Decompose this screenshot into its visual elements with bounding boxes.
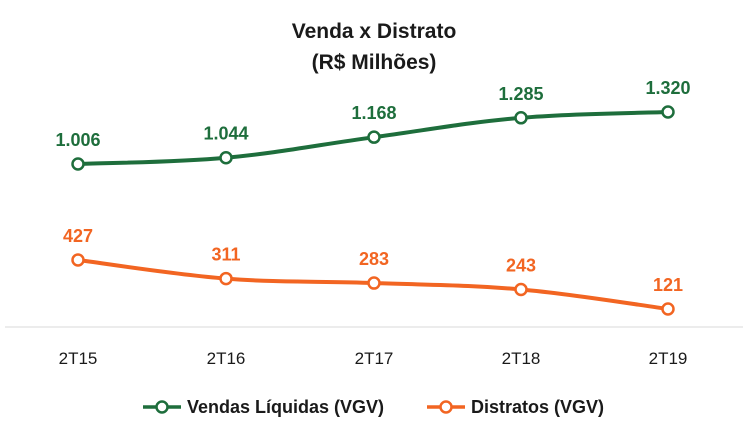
- x-axis-ticks: 2T15 2T16 2T17 2T18 2T19: [59, 349, 688, 368]
- data-point: [219, 271, 233, 286]
- data-point: [661, 105, 675, 119]
- legend-item-2: Distratos (VGV): [427, 397, 604, 417]
- data-point: [514, 111, 528, 125]
- legend-label: Distratos (VGV): [471, 397, 604, 417]
- x-tick-label: 2T16: [207, 349, 246, 368]
- data-point: [219, 150, 233, 165]
- legend: Vendas Líquidas (VGV) Distratos (VGV): [143, 397, 604, 417]
- data-label: 1.320: [645, 78, 690, 98]
- data-label: 427: [63, 226, 93, 246]
- series-2: 427 311 283 243 121: [63, 226, 683, 316]
- legend-marker: [155, 400, 169, 414]
- x-tick-label: 2T19: [649, 349, 688, 368]
- data-point: [71, 157, 85, 171]
- series-layer: 1.006 1.044 1.168 1.285 1.320 427 311 283 243 121: [55, 78, 691, 316]
- chart-title: Venda x Distrato: [292, 20, 457, 43]
- data-label: 121: [653, 275, 683, 295]
- data-label: 1.044: [203, 124, 248, 144]
- x-tick-label: 2T17: [355, 349, 394, 368]
- data-label: 311: [211, 245, 240, 265]
- legend-marker: [439, 400, 453, 414]
- legend-item-1: Vendas Líquidas (VGV): [143, 397, 384, 417]
- series-1: 1.006 1.044 1.168 1.285 1.320: [55, 78, 691, 171]
- x-tick-label: 2T15: [59, 349, 98, 368]
- chart-subtitle: (R$ Milhões): [312, 51, 437, 74]
- data-label: 243: [506, 255, 536, 275]
- data-point: [661, 302, 675, 316]
- data-point: [367, 276, 381, 290]
- data-point: [514, 282, 528, 297]
- data-point: [71, 253, 85, 267]
- data-label: 1.168: [351, 103, 396, 123]
- data-point: [367, 130, 381, 144]
- data-label: 1.006: [55, 130, 100, 150]
- legend-label: Vendas Líquidas (VGV): [187, 397, 384, 417]
- x-tick-label: 2T18: [502, 349, 541, 368]
- data-label: 283: [359, 249, 389, 269]
- data-label: 1.285: [498, 84, 543, 104]
